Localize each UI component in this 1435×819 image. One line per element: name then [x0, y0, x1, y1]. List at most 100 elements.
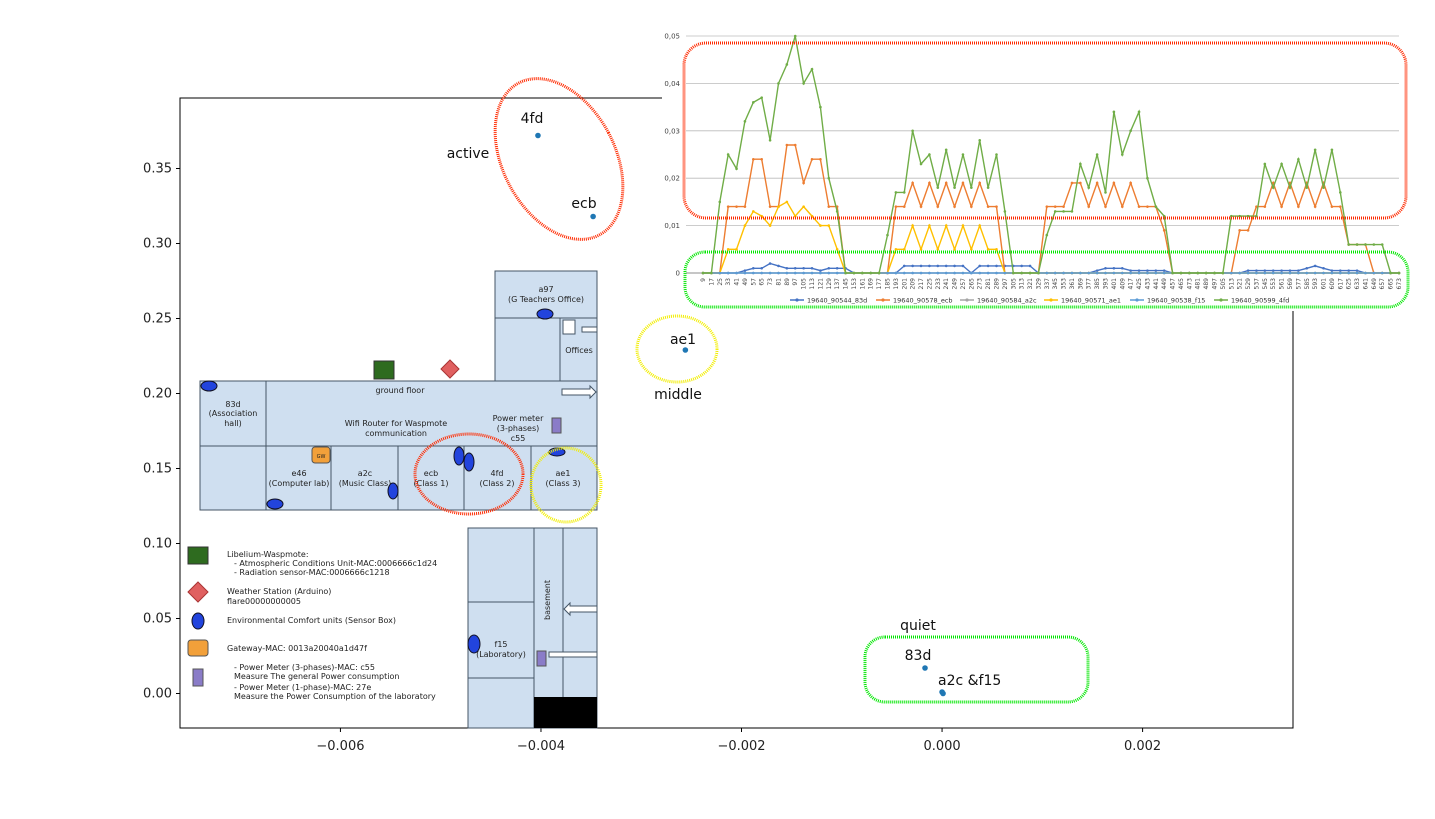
inset-point-19640_90571_ae1: [777, 205, 780, 208]
inset-legend-marker: [1219, 298, 1223, 302]
inset-point-19640_90599_4fd: [1297, 157, 1300, 161]
sensor-box-icon: [200, 380, 218, 392]
weather-station-icon: [440, 359, 460, 379]
inset-point-19640_90578_ecb: [1045, 205, 1049, 208]
inset-x-tick-label: 393: [1103, 278, 1110, 290]
power-meter-icon: [551, 417, 562, 434]
inset-point-19640_90538_f15: [810, 271, 814, 275]
inset-point-19640_90599_4fd: [852, 271, 856, 275]
point-label-83d: 83d: [905, 648, 932, 664]
svg-text:ecb: ecb: [424, 469, 438, 478]
inset-point-19640_90571_ae1: [953, 248, 956, 251]
room-label: (Laboratory): [476, 650, 526, 659]
sensor-box-icon: [453, 446, 465, 466]
inset-point-19640_90578_ecb: [1079, 181, 1082, 185]
inset-point-19640_90599_4fd: [919, 162, 923, 166]
inset-point-19640_90538_f15: [944, 271, 948, 275]
inset-point-19640_90599_4fd: [810, 67, 814, 71]
inset-point-19640_90599_4fd: [953, 186, 956, 189]
inset-point-19640_90538_f15: [894, 271, 898, 275]
inset-point-19640_90599_4fd: [1079, 162, 1082, 166]
room-label: ecb: [424, 469, 438, 478]
legend-text: Measure The general Power consumption: [234, 672, 399, 681]
inset-point-19640_90538_f15: [995, 271, 998, 275]
inset-x-tick-label: 377: [1086, 278, 1093, 290]
inset-x-tick-label: 225: [926, 278, 933, 290]
inset-point-19640_90544_83d: [1263, 269, 1267, 272]
inset-x-tick-label: 105: [801, 278, 808, 290]
svg-text:(Class 1): (Class 1): [414, 479, 449, 488]
inset-point-19640_90538_f15: [928, 271, 931, 275]
inset-point-19640_90578_ecb: [1087, 205, 1091, 208]
inset-point-19640_90538_f15: [1238, 271, 1241, 275]
inset-x-tick-label: 417: [1128, 278, 1135, 290]
inset-point-19640_90544_83d: [986, 264, 990, 268]
inset-point-19640_90599_4fd: [760, 96, 763, 99]
inset-y-tick-label: 0,01: [664, 222, 680, 230]
legend-text: Weather Station (Arduino): [227, 587, 331, 596]
inset-point-19640_90571_ae1: [961, 224, 965, 227]
quiet-box-marker: [863, 635, 1090, 704]
inset-x-tick-label: 609: [1329, 278, 1336, 290]
inset-point-19640_90599_4fd: [986, 186, 990, 189]
inset-point-19640_90571_ae1: [894, 248, 898, 251]
inset-point-19640_90599_4fd: [1380, 243, 1384, 246]
inset-x-tick-label: 33: [725, 278, 732, 286]
inset-point-19640_90538_f15: [1255, 271, 1258, 275]
inset-x-tick-label: 353: [1061, 278, 1068, 290]
svg-text:(G Teachers Office): (G Teachers Office): [508, 295, 584, 304]
red-diamond-icon: [187, 581, 209, 603]
inset-point-19640_90538_f15: [1104, 271, 1107, 275]
room-label: Power meter: [493, 414, 545, 423]
inset-point-19640_90544_83d: [1330, 269, 1334, 272]
inset-point-19640_90599_4fd: [1204, 271, 1208, 275]
svg-text:basement: basement: [543, 580, 552, 620]
inset-point-19640_90578_ecb: [1330, 205, 1334, 208]
inset-point-19640_90571_ae1: [995, 248, 998, 251]
inset-x-tick-label: 577: [1295, 278, 1302, 290]
inset-x-tick-label: 25: [717, 278, 724, 286]
room-label: (3-phases): [497, 424, 540, 433]
arrow-right-icon: [561, 384, 597, 400]
inset-x-tick-label: 329: [1035, 278, 1042, 290]
room-label: basement: [543, 580, 552, 620]
inset-point-19640_90538_f15: [978, 271, 982, 275]
room-label: (Association: [209, 409, 258, 418]
svg-text:Gateway-MAC: 0013a20040a1d47f: Gateway-MAC: 0013a20040a1d47f: [227, 644, 367, 653]
inset-point-19640_90538_f15: [1330, 271, 1334, 275]
inset-point-19640_90578_ecb: [743, 205, 747, 208]
inset-x-tick-label: 489: [1203, 278, 1210, 290]
inset-point-19640_90571_ae1: [928, 224, 931, 227]
svg-text:- Power Meter (3-phases)-MA: - Power Meter (3-phases)-MAC: c55: [234, 663, 375, 672]
svg-text:Environmental Comfort units (S: Environmental Comfort units (Sensor Box): [227, 616, 396, 625]
inset-point-19640_90578_ecb: [1112, 181, 1116, 185]
inset-x-tick-label: 593: [1312, 278, 1319, 290]
inset-x-tick-label: 49: [742, 278, 749, 286]
inset-x-tick-label: 337: [1044, 278, 1051, 290]
inset-point-19640_90599_4fd: [928, 153, 931, 156]
inset-point-19640_90538_f15: [735, 271, 738, 275]
scatter-point-ae1: [682, 347, 689, 353]
inset-point-19640_90599_4fd: [1188, 271, 1191, 275]
inset-point-19640_90578_ecb: [1104, 205, 1107, 208]
inset-point-19640_90544_83d: [1305, 266, 1309, 270]
inset-line-chart: 00,010,020,030,040,05 9 17 25 33 41 49 57 65 73 8…: [662, 24, 1410, 311]
room-label: Offices: [565, 346, 593, 355]
inset-point-19640_90538_f15: [1137, 271, 1141, 275]
inset-point-19640_90599_4fd: [961, 153, 965, 156]
svg-text:(Laboratory): (Laboratory): [476, 650, 526, 659]
inset-point-19640_90544_83d: [1112, 266, 1116, 270]
inset-point-19640_90599_4fd: [835, 210, 839, 213]
inset-point-19640_90538_f15: [1045, 271, 1049, 275]
inset-point-19640_90578_ecb: [1246, 229, 1250, 232]
inset-point-19640_90599_4fd: [902, 191, 906, 194]
inset-point-19640_90538_f15: [1288, 271, 1292, 275]
inset-point-19640_90538_f15: [1162, 271, 1166, 275]
inset-point-19640_90599_4fd: [1305, 186, 1309, 189]
inset-point-19640_90538_f15: [1095, 271, 1099, 275]
inset-point-19640_90538_f15: [1070, 271, 1074, 275]
black-block: [534, 697, 597, 728]
inset-point-19640_90599_4fd: [995, 153, 998, 156]
inset-x-tick-label: 193: [893, 278, 900, 290]
inset-x-tick-label: 513: [1228, 278, 1235, 290]
